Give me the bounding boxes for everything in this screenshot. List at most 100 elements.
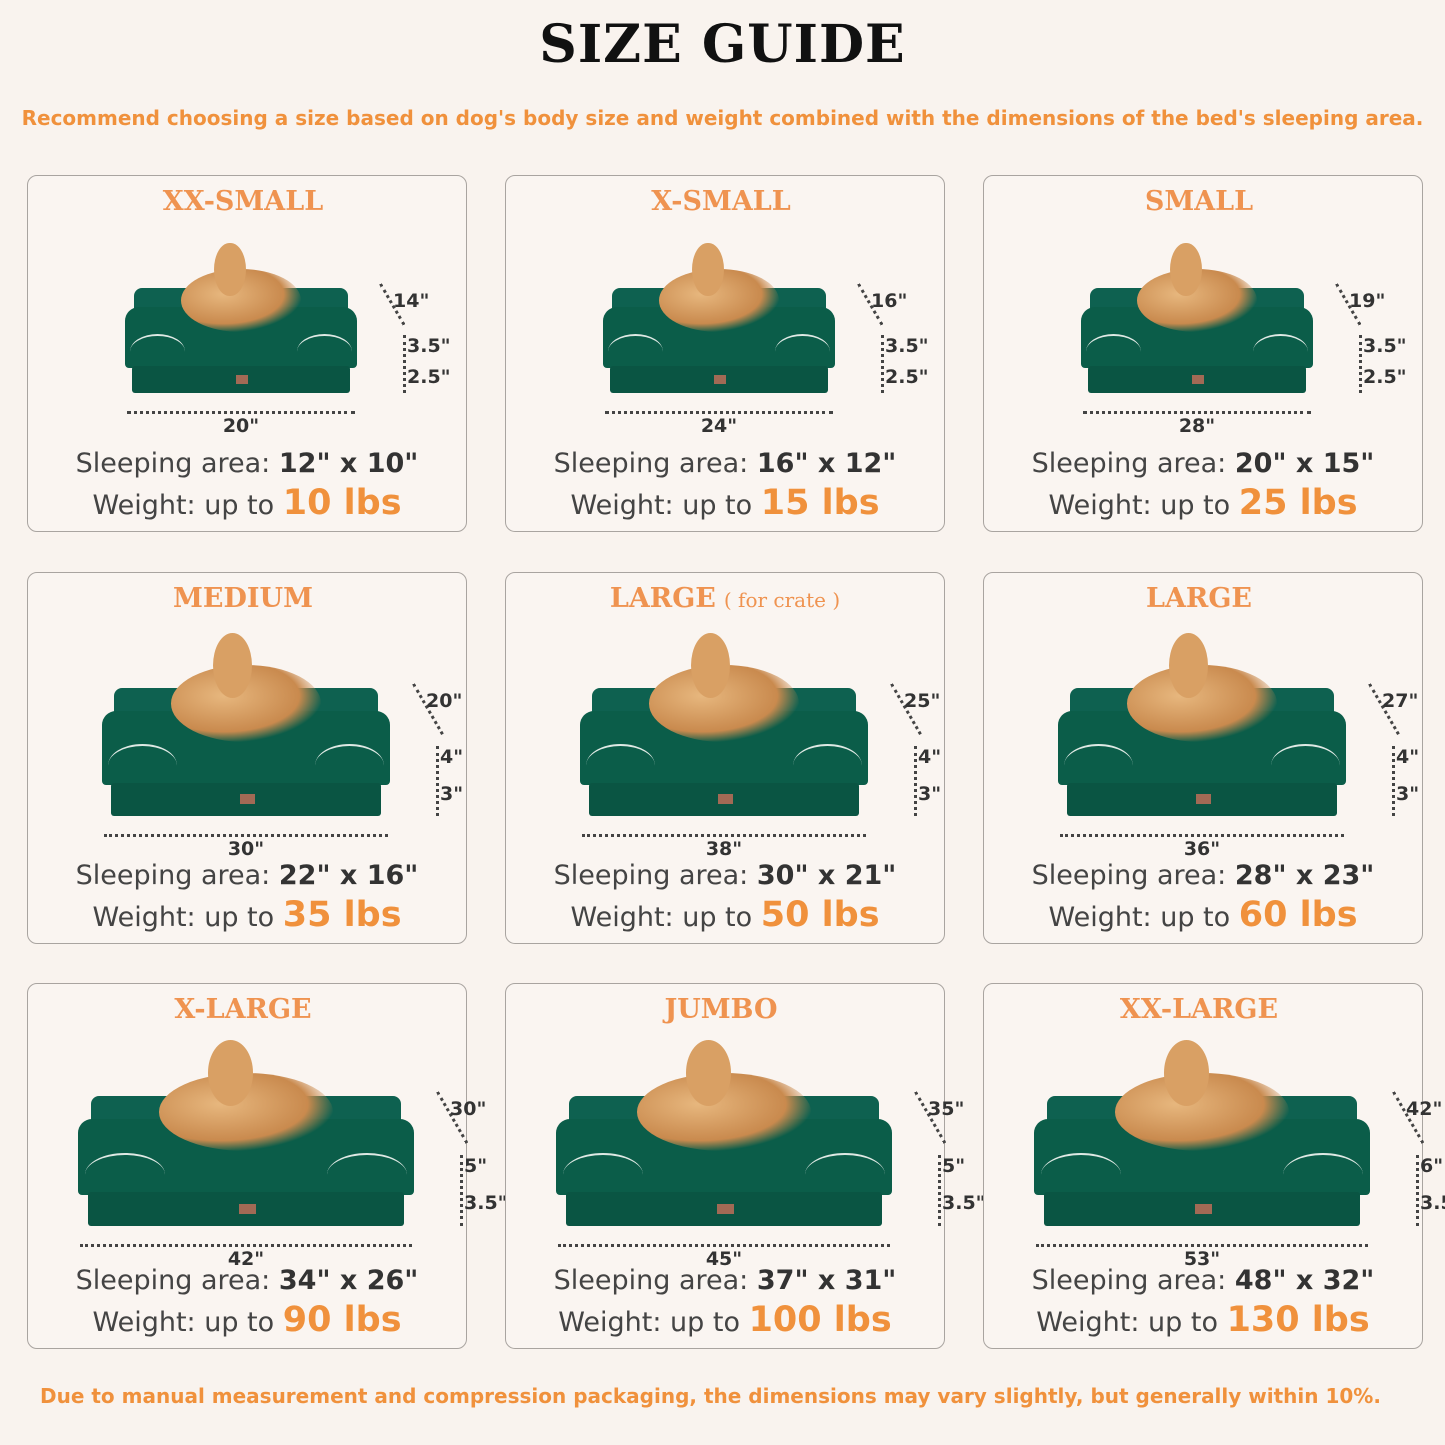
sleeping-area: Sleeping area: 20" x 15" (984, 448, 1422, 479)
sleeping-area-value: 16" x 12" (756, 448, 897, 479)
cat-image (180, 242, 302, 333)
dog-image (636, 1039, 812, 1151)
base-height-label: 3" (1396, 782, 1420, 805)
size-name-text: MEDIUM (173, 583, 313, 614)
base-height-label: 3.5" (464, 1192, 508, 1215)
size-name-text: LARGE (609, 583, 716, 614)
weight-label: Weight: up to (92, 490, 275, 521)
brand-tag-icon (1195, 1203, 1213, 1215)
weight: Weight: up to 10 lbs (28, 483, 466, 523)
size-name: XX-SMALL (28, 186, 466, 217)
weight-value: 10 lbs (282, 483, 402, 523)
depth-label: 14" (393, 290, 430, 312)
base-height-label: 3.5" (1420, 1192, 1445, 1215)
size-name: MEDIUM (28, 583, 466, 614)
sleeping-area: Sleeping area: 37" x 31" (506, 1265, 944, 1296)
brand-tag-icon (718, 794, 733, 805)
sleeping-area: Sleeping area: 28" x 23" (984, 860, 1422, 891)
brand-tag-icon (1196, 794, 1211, 805)
width-label: 42" (227, 1248, 265, 1270)
bed-image (125, 242, 357, 393)
depth-label: 35" (928, 1098, 965, 1120)
size-card: X-SMALL 16" 3.5" 2.5" 24" Sleeping area:… (505, 175, 945, 532)
size-name: JUMBO (506, 994, 944, 1025)
dog-image (171, 632, 321, 742)
weight-label: Weight: up to (92, 1307, 275, 1338)
size-name-text: XX-SMALL (162, 186, 324, 217)
weight: Weight: up to 90 lbs (28, 1300, 466, 1340)
size-card: LARGE 27" 4" 3" 36" Sleeping area: 28" x… (983, 572, 1423, 944)
weight: Weight: up to 100 lbs (506, 1300, 944, 1340)
brand-tag-icon (236, 375, 248, 384)
sleeping-area: Sleeping area: 22" x 16" (28, 860, 466, 891)
subtitle: Recommend choosing a size based on dog's… (21, 106, 1424, 130)
brand-tag-icon (239, 1203, 257, 1215)
dog-image (1127, 632, 1277, 742)
depth-label: 20" (426, 690, 463, 712)
base-height-label: 3" (918, 782, 942, 805)
sleeping-area-value: 12" x 10" (278, 448, 419, 479)
sleeping-area-label: Sleeping area: (553, 448, 749, 479)
weight-label: Weight: up to (92, 902, 275, 933)
sleeping-area-label: Sleeping area: (1031, 1265, 1227, 1296)
sleeping-area-label: Sleeping area: (75, 1265, 271, 1296)
sleeping-area: Sleeping area: 16" x 12" (506, 448, 944, 479)
dog-image (1114, 1039, 1290, 1151)
sleeping-area-value: 34" x 26" (278, 1265, 419, 1296)
height-label: 5" (464, 1154, 488, 1177)
width-label: 38" (705, 838, 743, 860)
bed-image (1081, 242, 1313, 393)
width-label: 28" (1178, 415, 1216, 437)
size-name: X-SMALL (506, 186, 944, 217)
page-title: SIZE GUIDE (539, 14, 906, 75)
size-name-text: JUMBO (664, 994, 778, 1025)
base-height-label: 3.5" (942, 1192, 986, 1215)
depth-label: 25" (904, 690, 941, 712)
weight-label: Weight: up to (570, 490, 753, 521)
depth-label: 30" (450, 1098, 487, 1120)
size-card: JUMBO 35" 5" 3.5" 45" Sleeping area: 37"… (505, 983, 986, 1349)
weight: Weight: up to 25 lbs (984, 483, 1422, 523)
width-label: 36" (1183, 838, 1221, 860)
weight: Weight: up to 50 lbs (506, 895, 944, 935)
height-label: 4" (440, 745, 464, 768)
sleeping-area-value: 37" x 31" (756, 1265, 897, 1296)
bed-image (580, 632, 868, 816)
height-label: 6" (1420, 1154, 1444, 1177)
depth-label: 27" (1382, 690, 1419, 712)
weight: Weight: up to 35 lbs (28, 895, 466, 935)
base-height-label: 2.5" (407, 365, 451, 388)
height-label: 5" (942, 1154, 966, 1177)
base-height-label: 3" (440, 782, 464, 805)
height-label: 4" (918, 745, 942, 768)
height-label: 3.5" (407, 335, 451, 358)
weight-label: Weight: up to (558, 1307, 740, 1338)
size-note: ( for crate ) (723, 588, 841, 612)
dog-image (158, 1039, 334, 1151)
size-card: XX-LARGE 42" 6" 3.5" 53" Sleeping area: … (983, 983, 1445, 1349)
height-label: 4" (1396, 745, 1420, 768)
size-name: SMALL (984, 186, 1422, 217)
brand-tag-icon (240, 794, 255, 805)
width-label: 53" (1183, 1248, 1221, 1270)
weight: Weight: up to 15 lbs (506, 483, 944, 523)
size-name-text: LARGE (1145, 583, 1252, 614)
weight-value: 90 lbs (282, 1300, 402, 1340)
height-label: 3.5" (885, 335, 929, 358)
sleeping-area-value: 20" x 15" (1234, 448, 1375, 479)
sleeping-area-label: Sleeping area: (75, 448, 271, 479)
sleeping-area-label: Sleeping area: (1031, 860, 1227, 891)
weight-label: Weight: up to (570, 902, 753, 933)
dog-image (1136, 242, 1258, 333)
size-name: LARGE (984, 583, 1422, 614)
size-name: X-LARGE (28, 994, 466, 1025)
weight-value: 130 lbs (1226, 1300, 1370, 1340)
sleeping-area-label: Sleeping area: (1031, 448, 1227, 479)
sleeping-area: Sleeping area: 34" x 26" (28, 1265, 466, 1296)
weight-value: 50 lbs (760, 895, 880, 935)
bed-image (556, 1039, 892, 1226)
height-label: 3.5" (1363, 335, 1407, 358)
sleeping-area: Sleeping area: 30" x 21" (506, 860, 944, 891)
bed-image (1058, 632, 1346, 816)
width-label: 45" (705, 1248, 743, 1270)
